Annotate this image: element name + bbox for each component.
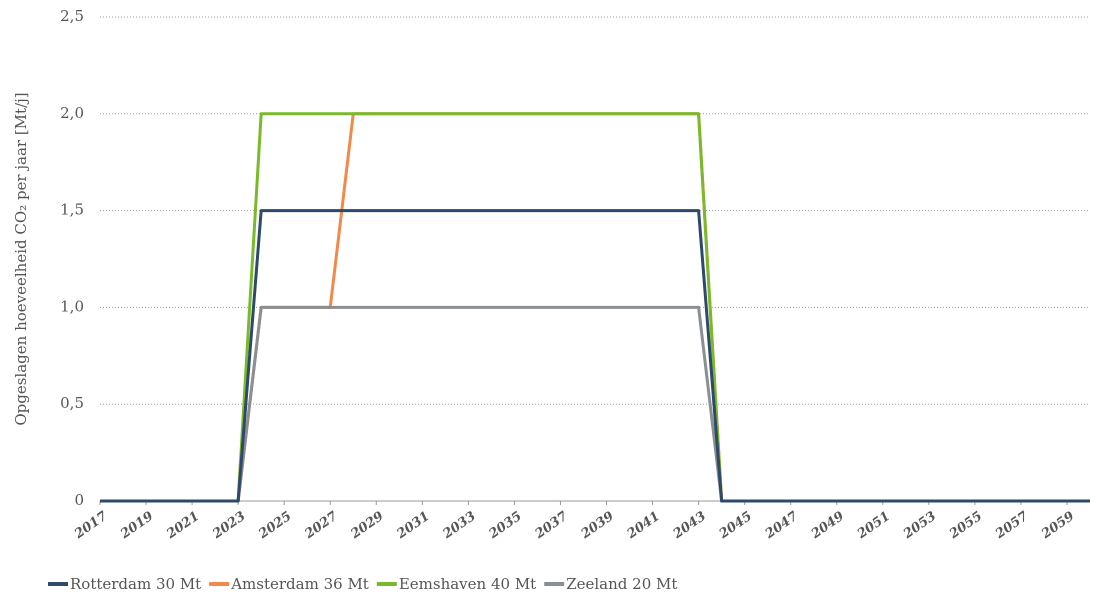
- legend-label: Eemshaven 40 Mt: [399, 575, 536, 593]
- y-tick-label: 1,0: [60, 297, 84, 315]
- x-tick-label: 2049: [808, 509, 847, 543]
- x-tick-label: 2037: [532, 509, 571, 543]
- x-tick-label: 2053: [900, 509, 939, 543]
- y-tick-label: 2,0: [60, 104, 84, 122]
- x-tick-label: 2033: [440, 509, 479, 543]
- x-tick-label: 2057: [992, 509, 1031, 543]
- legend-label: Zeeland 20 Mt: [566, 575, 677, 593]
- y-tick-label: 0,5: [60, 394, 84, 412]
- legend-label: Rotterdam 30 Mt: [70, 575, 201, 593]
- y-tick-label: 2,5: [60, 7, 84, 25]
- x-tick-label: 2025: [255, 509, 294, 543]
- x-tick-label: 2041: [624, 509, 663, 543]
- x-tick-label: 2019: [117, 509, 156, 543]
- x-tick-label: 2029: [348, 509, 387, 543]
- x-tick-label: 2031: [394, 509, 433, 543]
- x-tick-label: 2047: [762, 509, 801, 543]
- x-tick-label: 2059: [1038, 509, 1077, 543]
- x-tick-label: 2021: [163, 509, 202, 543]
- x-tick-label: 2055: [946, 509, 985, 543]
- legend-label: Amsterdam 36 Mt: [230, 575, 369, 593]
- x-tick-label: 2027: [301, 509, 340, 543]
- x-tick-label: 2039: [578, 509, 617, 543]
- x-tick-label: 2023: [209, 509, 248, 543]
- x-tick-label: 2017: [71, 509, 110, 543]
- x-tick-label: 2045: [716, 509, 755, 543]
- x-tick-label: 2051: [854, 509, 893, 543]
- x-tick-label: 2035: [486, 509, 525, 543]
- y-tick-label: 0: [74, 491, 84, 509]
- x-tick-label: 2043: [670, 509, 709, 543]
- y-axis-label: Opgeslagen hoeveelheid CO₂ per jaar [Mt/…: [12, 92, 30, 425]
- y-tick-label: 1,5: [60, 201, 84, 219]
- series-line: [100, 209, 1090, 503]
